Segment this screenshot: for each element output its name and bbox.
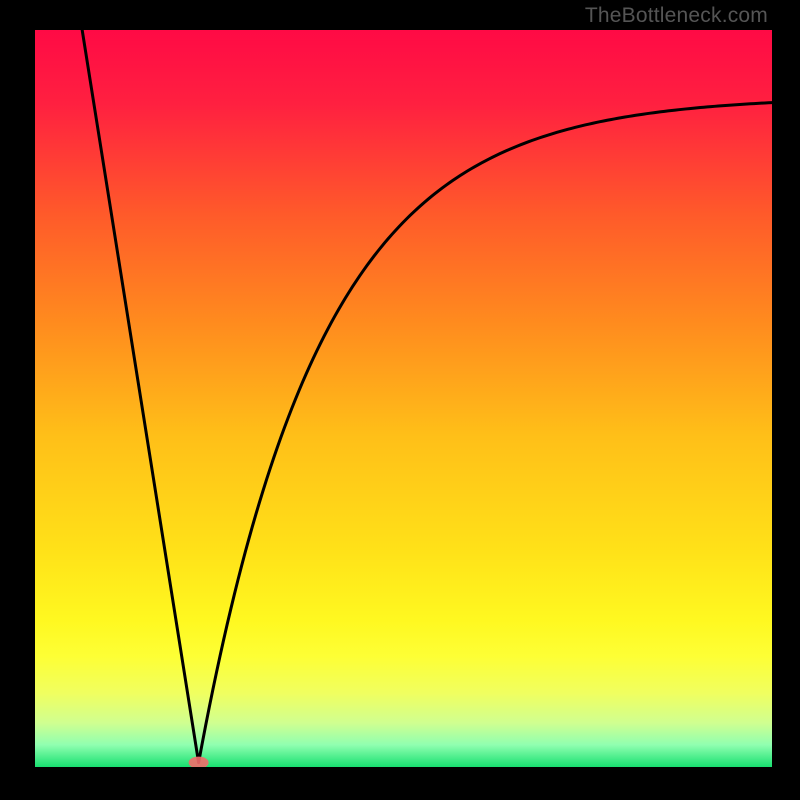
plot-area — [35, 30, 772, 767]
vertex-marker — [189, 757, 209, 767]
vertex-marker-layer — [35, 30, 772, 767]
watermark-text: TheBottleneck.com — [585, 4, 768, 28]
